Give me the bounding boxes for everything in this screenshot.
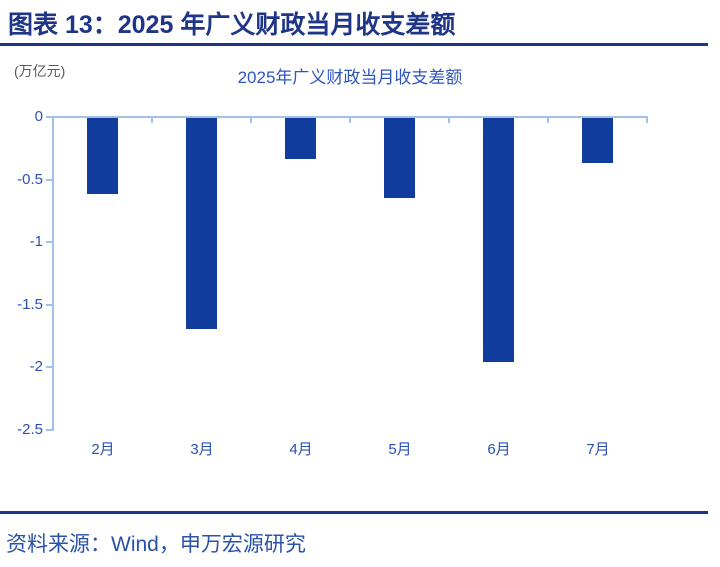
x-axis-tick (250, 116, 252, 123)
x-axis-tick (151, 116, 153, 123)
y-axis-line (52, 116, 54, 431)
source-attribution: 资料来源：Wind，申万宏源研究 (6, 533, 306, 556)
y-axis-tick (46, 116, 53, 118)
y-axis-tick (46, 304, 53, 306)
plot-area: 0 -0.5 -1 -1.5 -2 -2.5 2月 3月 4月 5月 6月 7月 (17, 108, 648, 458)
y-axis-tick (46, 241, 53, 243)
x-axis-tick (448, 116, 450, 123)
figure-header-title: 图表 13：2025 年广义财政当月收支差额 (8, 11, 456, 39)
chart-bar (384, 118, 415, 198)
x-axis-category-label: 3月 (190, 441, 214, 458)
chart-bar (285, 118, 316, 159)
y-axis-tick (46, 179, 53, 181)
y-axis-tick (46, 429, 53, 431)
x-axis-tick (547, 116, 549, 123)
y-axis-tick-label: -2 (29, 358, 43, 375)
chart-bar (186, 118, 217, 329)
y-axis-tick (46, 366, 53, 368)
chart-title: 2025年广义财政当月收支差额 (237, 68, 463, 87)
y-axis-tick-label: 0 (34, 108, 43, 125)
x-axis-category-label: 6月 (487, 441, 511, 458)
x-axis-tick (646, 116, 648, 123)
x-axis-tick (349, 116, 351, 123)
y-axis-tick-label: -2.5 (17, 421, 43, 438)
chart-bar (483, 118, 514, 362)
x-axis-category-label: 5月 (388, 441, 412, 458)
x-axis-category-label: 2月 (91, 441, 115, 458)
x-axis-category-label: 4月 (289, 441, 313, 458)
chart-bar (87, 118, 118, 194)
footer-rule (0, 511, 708, 514)
chart-bar (582, 118, 613, 163)
header-rule (0, 43, 708, 46)
axis-unit-label: (万亿元) (14, 63, 66, 79)
y-axis-tick-label: -1.5 (17, 296, 43, 313)
y-axis-tick-label: -0.5 (17, 171, 43, 188)
y-axis-tick-label: -1 (29, 233, 43, 250)
x-axis-category-label: 7月 (586, 441, 610, 458)
